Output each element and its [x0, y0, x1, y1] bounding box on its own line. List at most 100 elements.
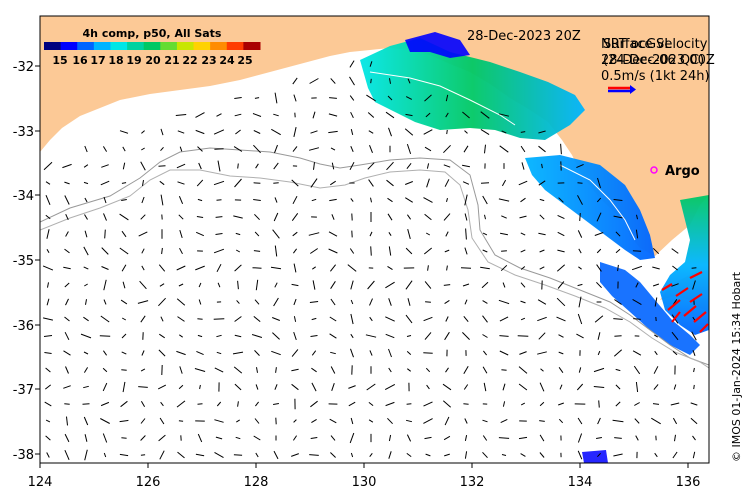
current-vector [388, 348, 392, 358]
current-vector [556, 316, 566, 322]
current-vector [291, 283, 299, 287]
current-vector [234, 97, 242, 99]
current-vector [388, 232, 392, 236]
current-vector [501, 130, 507, 134]
current-vector [292, 146, 298, 152]
current-vector [213, 180, 225, 186]
colorbar-swatches [44, 42, 261, 50]
current-vector [232, 351, 244, 355]
current-vector [347, 264, 357, 272]
current-vector [103, 299, 107, 305]
current-vector [235, 249, 241, 253]
current-vector [330, 298, 336, 306]
current-vector [442, 383, 452, 391]
current-vector [197, 146, 203, 152]
current-vector [672, 417, 678, 425]
current-vector [597, 177, 601, 189]
current-vector [558, 367, 564, 373]
current-vector [633, 365, 641, 375]
y-tick-34: -34 [13, 189, 34, 204]
current-vector [385, 401, 395, 407]
current-vector [387, 265, 393, 271]
current-vector [63, 266, 71, 270]
current-vector [578, 367, 582, 373]
current-vector [576, 383, 584, 391]
current-vector [121, 182, 127, 184]
current-vector [64, 195, 70, 205]
current-vector [537, 351, 547, 355]
current-vector [670, 402, 680, 406]
current-vector [179, 366, 183, 374]
current-vector [369, 316, 373, 322]
current-vector [310, 400, 318, 408]
argo-label[interactable]: Argo [665, 164, 700, 179]
current-vector [499, 316, 509, 322]
current-vector [293, 331, 297, 341]
current-vector [385, 281, 395, 289]
colorbar-swatch [110, 42, 128, 50]
x-tick-labels: 124 126 128 130 132 134 136 [28, 475, 701, 490]
current-vector [671, 283, 679, 287]
current-vector [158, 297, 166, 307]
current-vector [45, 214, 51, 220]
shelf-contour-2000m [40, 169, 709, 369]
current-vector [369, 61, 373, 67]
current-vector [615, 231, 621, 237]
current-vector [310, 335, 318, 337]
current-vector [538, 130, 546, 134]
current-vector [480, 266, 490, 270]
current-vector [539, 382, 545, 392]
current-vector [369, 350, 373, 356]
current-vector [66, 416, 68, 426]
current-vector [196, 216, 204, 218]
current-vector [538, 232, 546, 236]
cb-tick-21: 21 [164, 54, 179, 67]
current-vector [444, 179, 450, 187]
current-vector [425, 232, 431, 236]
current-vector [46, 452, 50, 458]
current-vector [62, 163, 72, 169]
current-vector [613, 199, 623, 201]
current-vector [45, 435, 51, 441]
current-vector [312, 280, 316, 290]
current-vector [596, 248, 602, 254]
current-vector [64, 331, 70, 341]
argo-float-marker[interactable] [650, 166, 658, 174]
current-vector [424, 146, 432, 152]
current-vector [406, 214, 412, 220]
current-vector [43, 161, 53, 171]
current-vector [119, 130, 129, 134]
current-vector [350, 299, 354, 305]
current-vector [310, 130, 318, 134]
sst-patch-east [660, 195, 709, 335]
current-vector [234, 264, 242, 272]
y-tick-33: -33 [13, 125, 34, 140]
current-vector [102, 433, 108, 443]
current-vector [612, 419, 624, 423]
current-vector [652, 283, 660, 287]
current-vector [500, 232, 508, 236]
current-vector [634, 418, 640, 424]
current-vector [270, 266, 282, 270]
current-vector [312, 111, 316, 119]
current-vector [253, 250, 261, 252]
current-vector [443, 144, 451, 154]
current-vector [197, 403, 203, 405]
current-vector [311, 350, 317, 356]
current-vector [119, 247, 129, 255]
current-vector [350, 111, 354, 119]
current-vector [101, 266, 109, 270]
current-vector [140, 161, 146, 171]
current-vector [482, 334, 488, 338]
cb-tick-19: 19 [126, 54, 141, 67]
current-vector [84, 230, 88, 238]
current-vector [275, 367, 277, 373]
current-vector [158, 165, 166, 167]
current-vector [312, 266, 316, 270]
current-vector [635, 381, 639, 393]
current-vector [273, 297, 279, 307]
current-vector [308, 147, 320, 151]
current-vector [100, 418, 110, 424]
current-vector [406, 351, 412, 355]
current-vector [520, 145, 526, 153]
